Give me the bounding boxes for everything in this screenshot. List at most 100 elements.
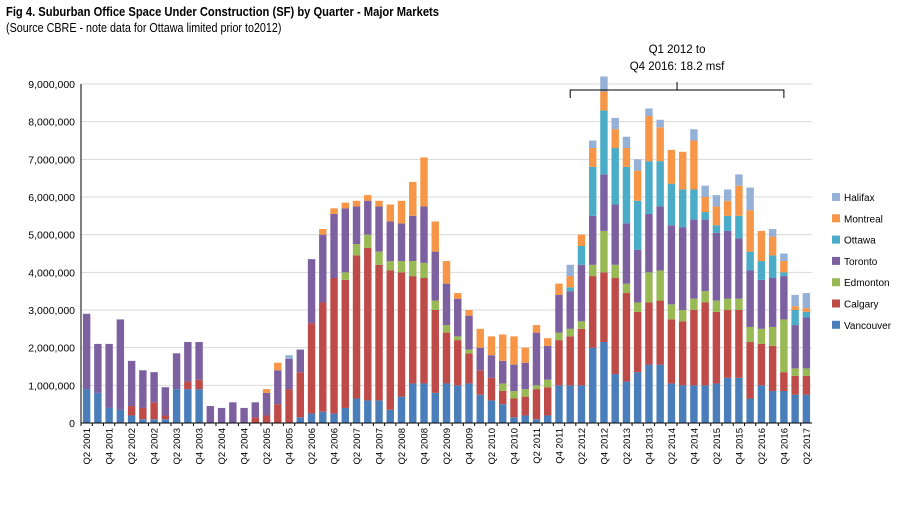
- bar-segment-vancouver: [296, 417, 305, 423]
- x-tick-label: Q4 2002: [150, 428, 161, 464]
- x-tick-label: Q2 2015: [712, 428, 723, 464]
- bar-segment-vancouver: [172, 389, 181, 423]
- bar-segment-vancouver: [577, 385, 586, 423]
- bar-segment-calgary: [150, 402, 158, 420]
- bar-segment-calgary: [555, 340, 563, 386]
- bar-segment-calgary: [195, 379, 203, 390]
- bar-segment-vancouver: [611, 374, 619, 423]
- bar-segment-montreal: [622, 148, 631, 167]
- bar-segment-halifax: [712, 195, 721, 207]
- bar-segment-toronto: [735, 238, 743, 299]
- legend-label-halifax: Halifax: [844, 193, 875, 204]
- bar-segment-toronto: [476, 347, 484, 371]
- bar-segment-montreal: [701, 197, 709, 213]
- bar-segment-calgary: [476, 370, 484, 395]
- bar-segment-montreal: [465, 310, 473, 316]
- bar-segment-toronto: [690, 219, 698, 299]
- bar-segment-toronto: [622, 223, 631, 284]
- bar-segment-halifax: [690, 129, 698, 141]
- bar-segment-halifax: [802, 293, 811, 309]
- bar-segment-calgary: [566, 336, 574, 386]
- bar-segment-calgary: [701, 302, 709, 386]
- legend-swatch-halifax: [832, 193, 840, 201]
- x-axis: Q2 2001 Q4 2001 Q2 2002 Q4 2002 Q2 2003 Q4 20…: [80, 422, 813, 464]
- x-tick-label: Q2 2007: [352, 428, 363, 464]
- bar-segment-calgary: [139, 407, 147, 420]
- bar-segment-halifax: [768, 229, 777, 237]
- bar-segment-toronto: [409, 215, 417, 262]
- bar-segment-calgary: [386, 270, 394, 410]
- bar-segment-toronto: [240, 407, 248, 423]
- bar-segment-toronto: [780, 276, 788, 320]
- bar-segment-vancouver: [555, 385, 563, 423]
- bar-segment-vancouver: [476, 394, 484, 423]
- bar-segment-ottawa: [678, 189, 687, 228]
- annotation-line-1: Q1 2012 to: [649, 44, 706, 56]
- bar-segment-ottawa: [780, 272, 788, 277]
- bar-segment-ottawa: [712, 225, 721, 233]
- bar-segment-ottawa: [667, 183, 676, 226]
- bar-segment-calgary: [690, 310, 698, 386]
- x-tick-label: Q2 2017: [802, 428, 813, 464]
- y-tick-label: 0: [69, 418, 75, 430]
- bar-segment-vancouver: [409, 383, 417, 423]
- bar-segment-vancouver: [645, 364, 653, 423]
- bar-segment-toronto: [442, 283, 451, 326]
- bar-segment-calgary: [409, 276, 417, 384]
- bar-segment-edmonton: [701, 291, 709, 303]
- bar-segment-ottawa: [588, 166, 597, 216]
- bar-segment-halifax: [701, 185, 709, 197]
- bar-segment-calgary: [442, 332, 451, 384]
- bar-segment-edmonton: [341, 272, 349, 280]
- x-tick-label: Q2 2010: [487, 428, 498, 464]
- bar-segment-ottawa: [645, 161, 653, 214]
- bar-segment-edmonton: [645, 272, 653, 303]
- bar-segment-vancouver: [588, 347, 597, 423]
- bar-segment-montreal: [746, 210, 754, 252]
- bar-segment-edmonton: [386, 261, 394, 271]
- bar-segment-toronto: [431, 251, 439, 301]
- bar-segment-vancouver: [622, 381, 631, 423]
- bar-segment-edmonton: [611, 264, 619, 278]
- bar-segment-vancouver: [633, 372, 642, 423]
- bar-segment-edmonton: [622, 283, 631, 294]
- bar-segment-toronto: [285, 358, 293, 390]
- legend-label-vancouver: Vancouver: [844, 321, 892, 332]
- bar-segment-montreal: [375, 200, 383, 207]
- bar-segment-ottawa: [757, 261, 766, 280]
- x-tick-label: Q4 2001: [105, 428, 116, 464]
- bar-segment-edmonton: [364, 234, 372, 248]
- bar-segment-calgary: [262, 415, 271, 423]
- bar-segment-edmonton: [420, 262, 428, 278]
- bar-segment-vancouver: [600, 342, 608, 423]
- bar-segment-toronto: [577, 264, 586, 322]
- bar-segment-vancouver: [791, 394, 799, 423]
- x-tick-label: Q4 2009: [464, 428, 475, 464]
- bar-segment-calgary: [768, 345, 777, 391]
- bar-segment-toronto: [633, 249, 642, 303]
- bar-segment-montreal: [712, 206, 721, 226]
- bar-segment-ottawa: [701, 212, 709, 220]
- bar-segment-montreal: [510, 336, 518, 365]
- y-tick-label: 2,000,000: [28, 343, 75, 355]
- bar-segment-calgary: [802, 375, 811, 395]
- bar-segment-edmonton: [566, 328, 574, 337]
- bar-segment-edmonton: [690, 298, 698, 310]
- bar-segment-edmonton: [454, 336, 462, 341]
- bar-segment-montreal: [274, 362, 282, 371]
- bar-segment-vancouver: [532, 419, 541, 423]
- bar-segment-calgary: [420, 277, 428, 384]
- bar-segment-toronto: [274, 370, 282, 405]
- bar-segment-ottawa: [802, 311, 811, 318]
- bar-segment-vancouver: [499, 404, 507, 423]
- bar-segment-calgary: [780, 372, 788, 391]
- bar-segment-toronto: [768, 277, 777, 327]
- bar-segment-montreal: [555, 283, 563, 295]
- bar-segment-montreal: [364, 195, 372, 201]
- bar-segment-edmonton: [375, 251, 383, 265]
- bar-segment-edmonton: [352, 244, 361, 256]
- bar-segment-toronto: [195, 342, 203, 380]
- bar-segment-calgary: [600, 272, 608, 343]
- bar-segment-vancouver: [105, 407, 113, 423]
- bar-segment-edmonton: [442, 325, 451, 333]
